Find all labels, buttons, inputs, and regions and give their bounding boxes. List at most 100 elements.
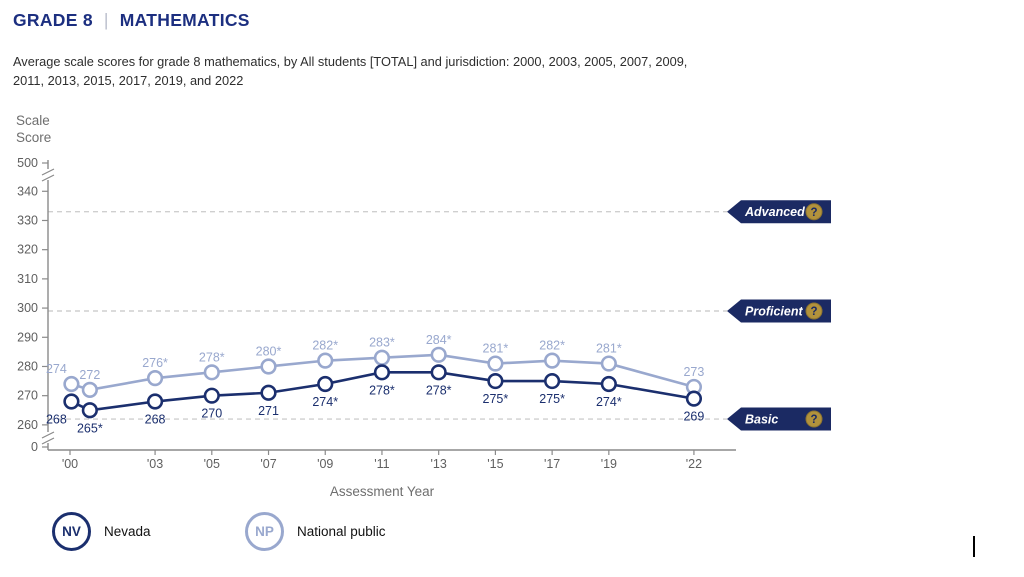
data-label-national-public: 284*	[426, 333, 452, 347]
legend-label-nevada: Nevada	[104, 524, 151, 539]
data-point-nevada[interactable]	[203, 387, 220, 404]
data-point-nevada[interactable]	[487, 372, 504, 390]
data-point-nevada[interactable]	[373, 364, 391, 381]
x-tick-label: '22	[686, 457, 702, 471]
nevada-series-marker: NV	[52, 512, 91, 551]
data-label-national-public: 274	[46, 362, 67, 376]
help-icon-proficient[interactable]	[805, 302, 823, 320]
data-point-nevada[interactable]	[317, 375, 334, 393]
data-point-national-public[interactable]	[317, 352, 334, 369]
axis-break-mark	[41, 437, 55, 445]
x-tick-label: '13	[431, 457, 447, 471]
data-label-national-public: 283*	[369, 336, 395, 350]
data-label-national-public: 278*	[199, 350, 225, 364]
achievement-arrow-basic[interactable]	[727, 407, 831, 431]
data-label-national-public: 280*	[256, 344, 282, 358]
text-cursor	[973, 536, 975, 557]
data-label-nevada: 271	[258, 404, 279, 418]
achievement-arrow-label-advanced: Advanced	[744, 205, 805, 219]
axis-break-gap	[44, 432, 52, 443]
y-tick-label: 330	[17, 213, 38, 227]
x-tick-label: '11	[374, 457, 389, 471]
x-tick-label: '03	[147, 457, 163, 471]
achievement-arrow-label-proficient: Proficient	[745, 305, 803, 319]
data-point-nevada[interactable]	[600, 375, 617, 393]
data-point-nevada[interactable]	[63, 393, 80, 410]
y-axis-title: Scale Score	[16, 113, 52, 145]
help-glyph-proficient: ?	[810, 306, 817, 318]
data-label-nevada: 278*	[369, 383, 395, 397]
y-tick-label: 260	[17, 418, 38, 432]
data-label-nevada: 270	[201, 407, 222, 421]
y-tick-label: 500	[17, 156, 38, 170]
help-icon-advanced[interactable]	[805, 203, 823, 221]
legend-item-national-public: NP National public	[245, 512, 386, 551]
y-tick-label: 340	[17, 184, 38, 198]
national-public-abbr: NP	[255, 524, 274, 539]
data-point-nevada[interactable]	[81, 402, 98, 419]
data-label-nevada: 275*	[539, 392, 565, 406]
data-point-national-public[interactable]	[260, 358, 277, 375]
data-point-national-public[interactable]	[146, 370, 164, 387]
grade-label: GRADE 8	[13, 10, 93, 30]
data-point-national-public[interactable]	[63, 375, 80, 393]
nevada-abbr: NV	[62, 524, 81, 539]
data-point-national-public[interactable]	[544, 352, 561, 369]
legend-item-nevada: NV Nevada	[52, 512, 151, 551]
y-tick-label: 0	[31, 440, 38, 454]
data-point-national-public[interactable]	[81, 381, 98, 398]
series-line-national-public	[71, 353, 695, 392]
legend-label-national-public: National public	[297, 524, 386, 539]
axis-break-mark	[41, 168, 55, 176]
national-public-series-marker: NP	[245, 512, 284, 551]
data-point-national-public[interactable]	[487, 355, 504, 372]
data-point-national-public[interactable]	[600, 355, 617, 372]
help-glyph-basic: ?	[810, 414, 817, 426]
x-tick-label: '09	[317, 457, 333, 471]
data-label-nevada: 275*	[483, 392, 509, 406]
data-point-national-public[interactable]	[203, 364, 220, 381]
data-label-nevada: 269	[683, 410, 704, 424]
x-tick-label: '19	[601, 457, 617, 471]
x-tick-label: '15	[487, 457, 503, 471]
axis-break-gap	[44, 169, 52, 180]
y-tick-label: 290	[17, 330, 38, 344]
data-label-nevada: 265*	[77, 421, 103, 435]
data-label-nevada: 274*	[596, 395, 622, 409]
data-point-nevada[interactable]	[260, 384, 277, 401]
title-separator: |	[103, 10, 109, 30]
data-point-nevada[interactable]	[146, 393, 164, 410]
data-point-nevada[interactable]	[685, 390, 703, 407]
data-point-nevada[interactable]	[544, 372, 561, 390]
y-tick-label: 320	[17, 243, 38, 257]
data-label-nevada: 274*	[312, 395, 338, 409]
y-tick-label: 270	[17, 389, 38, 403]
data-label-national-public: 273	[683, 365, 704, 379]
data-point-national-public[interactable]	[430, 346, 447, 363]
data-point-nevada[interactable]	[430, 364, 447, 381]
x-axis-title: Assessment Year	[329, 484, 435, 499]
x-tick-label: '00	[62, 457, 78, 471]
y-tick-label: 300	[17, 301, 38, 315]
subject-label: MATHEMATICS	[119, 10, 250, 30]
x-tick-label: '05	[204, 457, 220, 471]
data-label-national-public: 276*	[142, 356, 168, 370]
series-line-nevada	[70, 371, 695, 412]
help-glyph-advanced: ?	[810, 207, 817, 219]
x-tick-label: '07	[260, 457, 276, 471]
data-label-nevada: 268	[145, 413, 166, 427]
axis-break-mark	[41, 174, 55, 182]
achievement-arrow-advanced[interactable]	[727, 200, 831, 224]
axis-break-mark	[41, 431, 55, 439]
data-point-national-public[interactable]	[373, 349, 391, 366]
help-icon-basic[interactable]	[805, 410, 823, 428]
chart-description: Average scale scores for grade 8 mathema…	[13, 54, 688, 89]
data-label-national-public: 281*	[483, 342, 509, 356]
page-title: GRADE 8 | MATHEMATICS	[13, 10, 250, 31]
achievement-arrow-label-basic: Basic	[745, 413, 778, 427]
y-tick-label: 310	[17, 272, 38, 286]
achievement-arrow-proficient[interactable]	[727, 299, 831, 323]
x-tick-label: '17	[544, 457, 560, 471]
